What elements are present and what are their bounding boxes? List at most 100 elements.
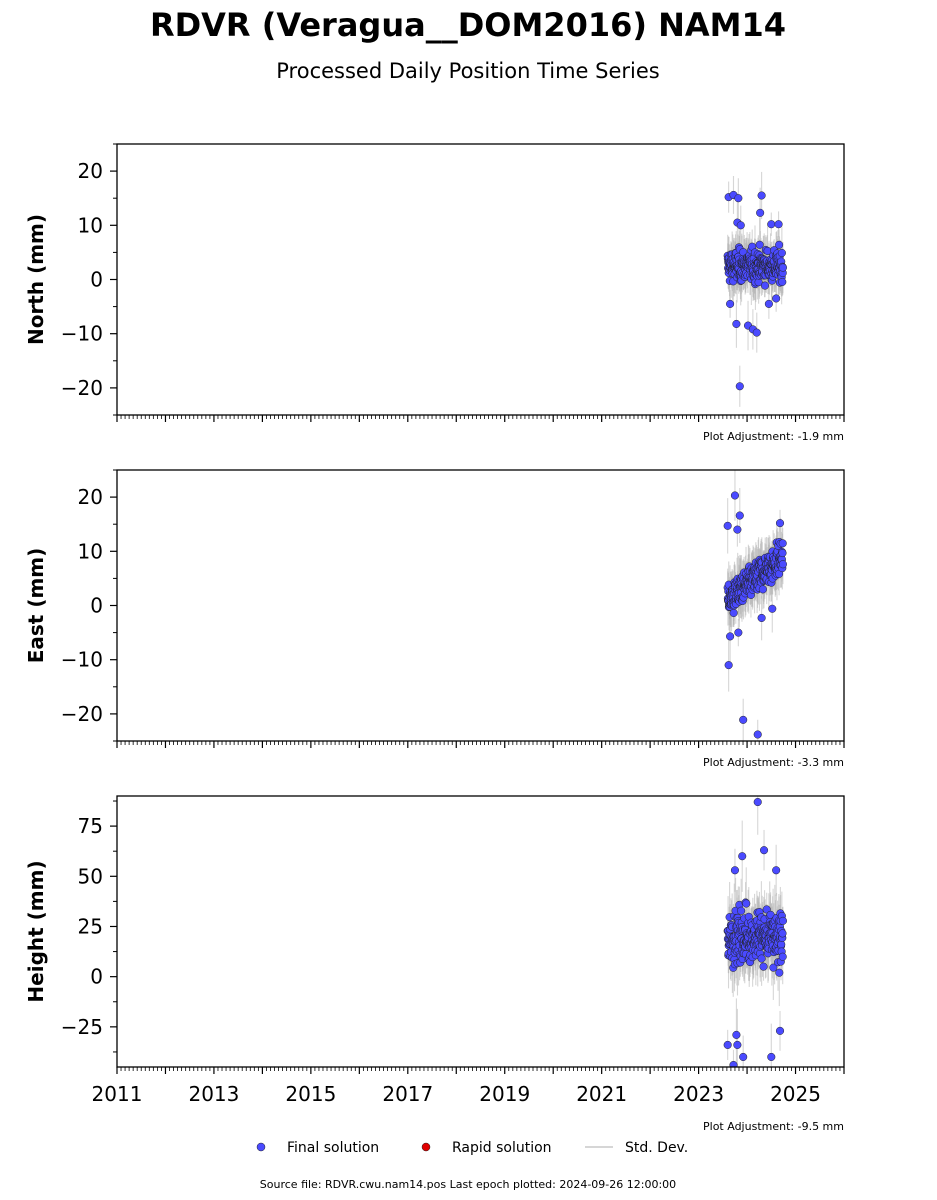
north-point [756,208,765,217]
east-point [739,715,748,724]
east-point [778,539,787,548]
height-data-points [723,796,787,1067]
north-ytick-label: 20 [78,159,103,183]
north-point [735,382,744,391]
north-point [778,263,787,272]
east-plot-adjustment: Plot Adjustment: -3.3 mm [703,756,844,769]
east-point [734,628,743,637]
east-point [753,730,762,739]
east-point [726,632,735,641]
north-point [778,277,787,287]
east-ylabel: East (mm) [24,548,48,664]
north-point [772,294,781,303]
height-point [767,1052,776,1062]
east-ytick-label: −20 [61,702,103,726]
east-point [768,604,777,613]
east-point [724,661,733,670]
north-point [775,240,784,249]
chart-subtitle: Processed Daily Position Time Series [276,59,660,83]
east-point [778,560,787,569]
north-point [752,328,761,337]
height-ytick-label: 50 [78,864,103,888]
height-ytick-label: 75 [78,814,103,838]
height-xtick-label: 2021 [576,1082,627,1106]
east-point [729,608,738,618]
north-point [777,248,786,257]
north-ytick-label: −20 [61,376,103,400]
height-xtick-label: 2017 [382,1082,433,1106]
height-point [753,797,762,807]
height-ytick-label: −25 [61,1015,103,1039]
east-ytick-label: 10 [78,539,103,563]
east-point [757,613,766,623]
height-ytick-label: 25 [78,914,103,938]
height-plot-adjustment: Plot Adjustment: -9.5 mm [703,1120,844,1133]
height-ylabel: Height (mm) [24,860,48,1002]
height-ytick-label: 0 [90,965,103,989]
east-point [730,491,740,500]
height-point [729,1060,738,1067]
east-point [758,585,767,594]
height-point [738,852,747,861]
north-ytick-label: 0 [90,268,103,292]
legend-final-label: Final solution [287,1140,379,1156]
east-point [775,519,785,528]
east-point [735,511,744,520]
height-xtick-label: 2019 [479,1082,530,1106]
height-point [757,954,766,963]
legend: Final solution Rapid solution Std. Dev. [256,1140,688,1156]
north-point [757,191,766,200]
height-point [778,952,787,961]
north-panel: −20 −10 0 10 20 North (mm) Plot Adjustment: -1… [24,143,845,443]
legend-stddev-label: Std. Dev. [625,1140,688,1156]
east-point [778,549,787,558]
height-point [737,906,746,915]
legend-final-marker [256,1142,266,1152]
north-data-points [723,171,787,407]
east-point [733,525,742,534]
height-point [739,1052,748,1062]
chart-title: RDVR (Veragua__DOM2016) NAM14 [150,6,786,44]
height-xtick-label: 2025 [770,1082,821,1106]
north-ylabel: North (mm) [24,214,48,345]
height-point [775,968,784,977]
height-point [723,1040,732,1049]
height-point [778,929,787,938]
north-point [755,240,764,249]
height-point [730,866,740,875]
east-data-points [723,470,787,741]
height-point [733,1040,742,1049]
north-point [726,299,735,308]
north-point [732,319,741,328]
north-point [736,221,745,230]
height-xtick-label: 2023 [673,1082,724,1106]
east-ytick-label: 0 [90,594,103,618]
north-point [764,299,773,308]
east-panel: −20 −10 0 10 20 East (mm) Plot Adjustment: -3.… [24,469,845,769]
height-point [769,963,778,972]
height-xtick-label: 2013 [188,1082,239,1106]
height-panel: −25 0 25 50 75 2011 2013 2015 2017 2019 2021 2023 20… [24,795,845,1133]
height-xtick-label: 2011 [92,1082,143,1106]
height-point [772,866,781,875]
east-ytick-label: −10 [61,648,103,672]
source-footer: Source file: RDVR.cwu.nam14.pos Last epo… [260,1178,676,1191]
height-point [759,846,769,855]
north-plot-adjustment: Plot Adjustment: -1.9 mm [703,430,844,443]
north-point [760,281,770,290]
north-point [774,220,783,229]
height-xtick-label: 2015 [285,1082,336,1106]
east-ytick-label: 20 [78,485,103,509]
legend-rapid-label: Rapid solution [452,1140,552,1156]
north-point [734,194,743,203]
height-point [742,899,751,908]
north-point [767,220,776,229]
height-point [775,1026,785,1035]
height-point [759,962,768,971]
height-point [732,1030,741,1039]
north-ytick-label: −10 [61,322,103,346]
north-ytick-label: 10 [78,213,103,237]
height-point [778,916,787,925]
east-point [723,521,732,530]
